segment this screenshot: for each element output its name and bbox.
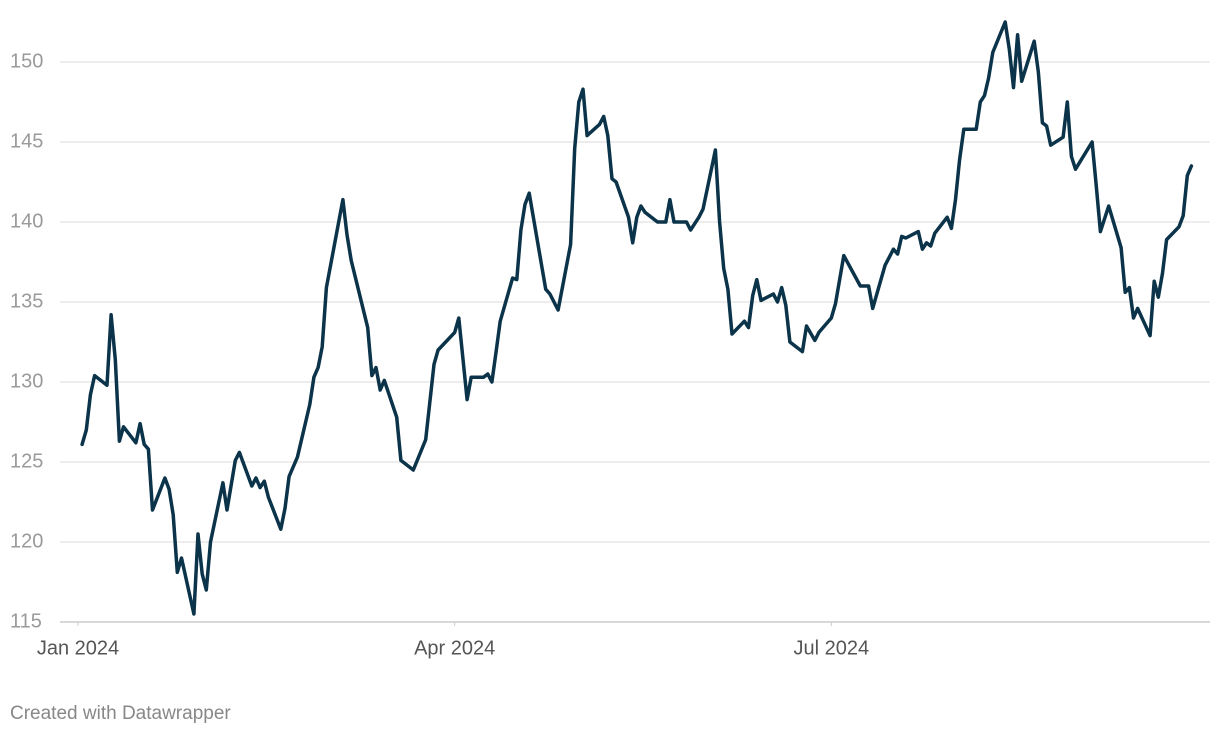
y-tick-label: 135 — [10, 290, 43, 312]
y-tick-label: 140 — [10, 210, 43, 232]
y-tick-label: 120 — [10, 530, 43, 552]
x-tick-label: Apr 2024 — [414, 637, 495, 659]
credit: Created with Datawrapper — [10, 703, 231, 724]
y-tick-label: 150 — [10, 50, 43, 72]
y-tick-label: 125 — [10, 450, 43, 472]
x-tick-label: Jan 2024 — [37, 637, 119, 659]
x-tick-label: Jul 2024 — [794, 637, 870, 659]
line — [80, 20, 1194, 616]
y-tick-label: 130 — [10, 370, 43, 392]
y-tick-label: 115 — [10, 610, 42, 632]
y-tick-label: 145 — [10, 130, 43, 152]
